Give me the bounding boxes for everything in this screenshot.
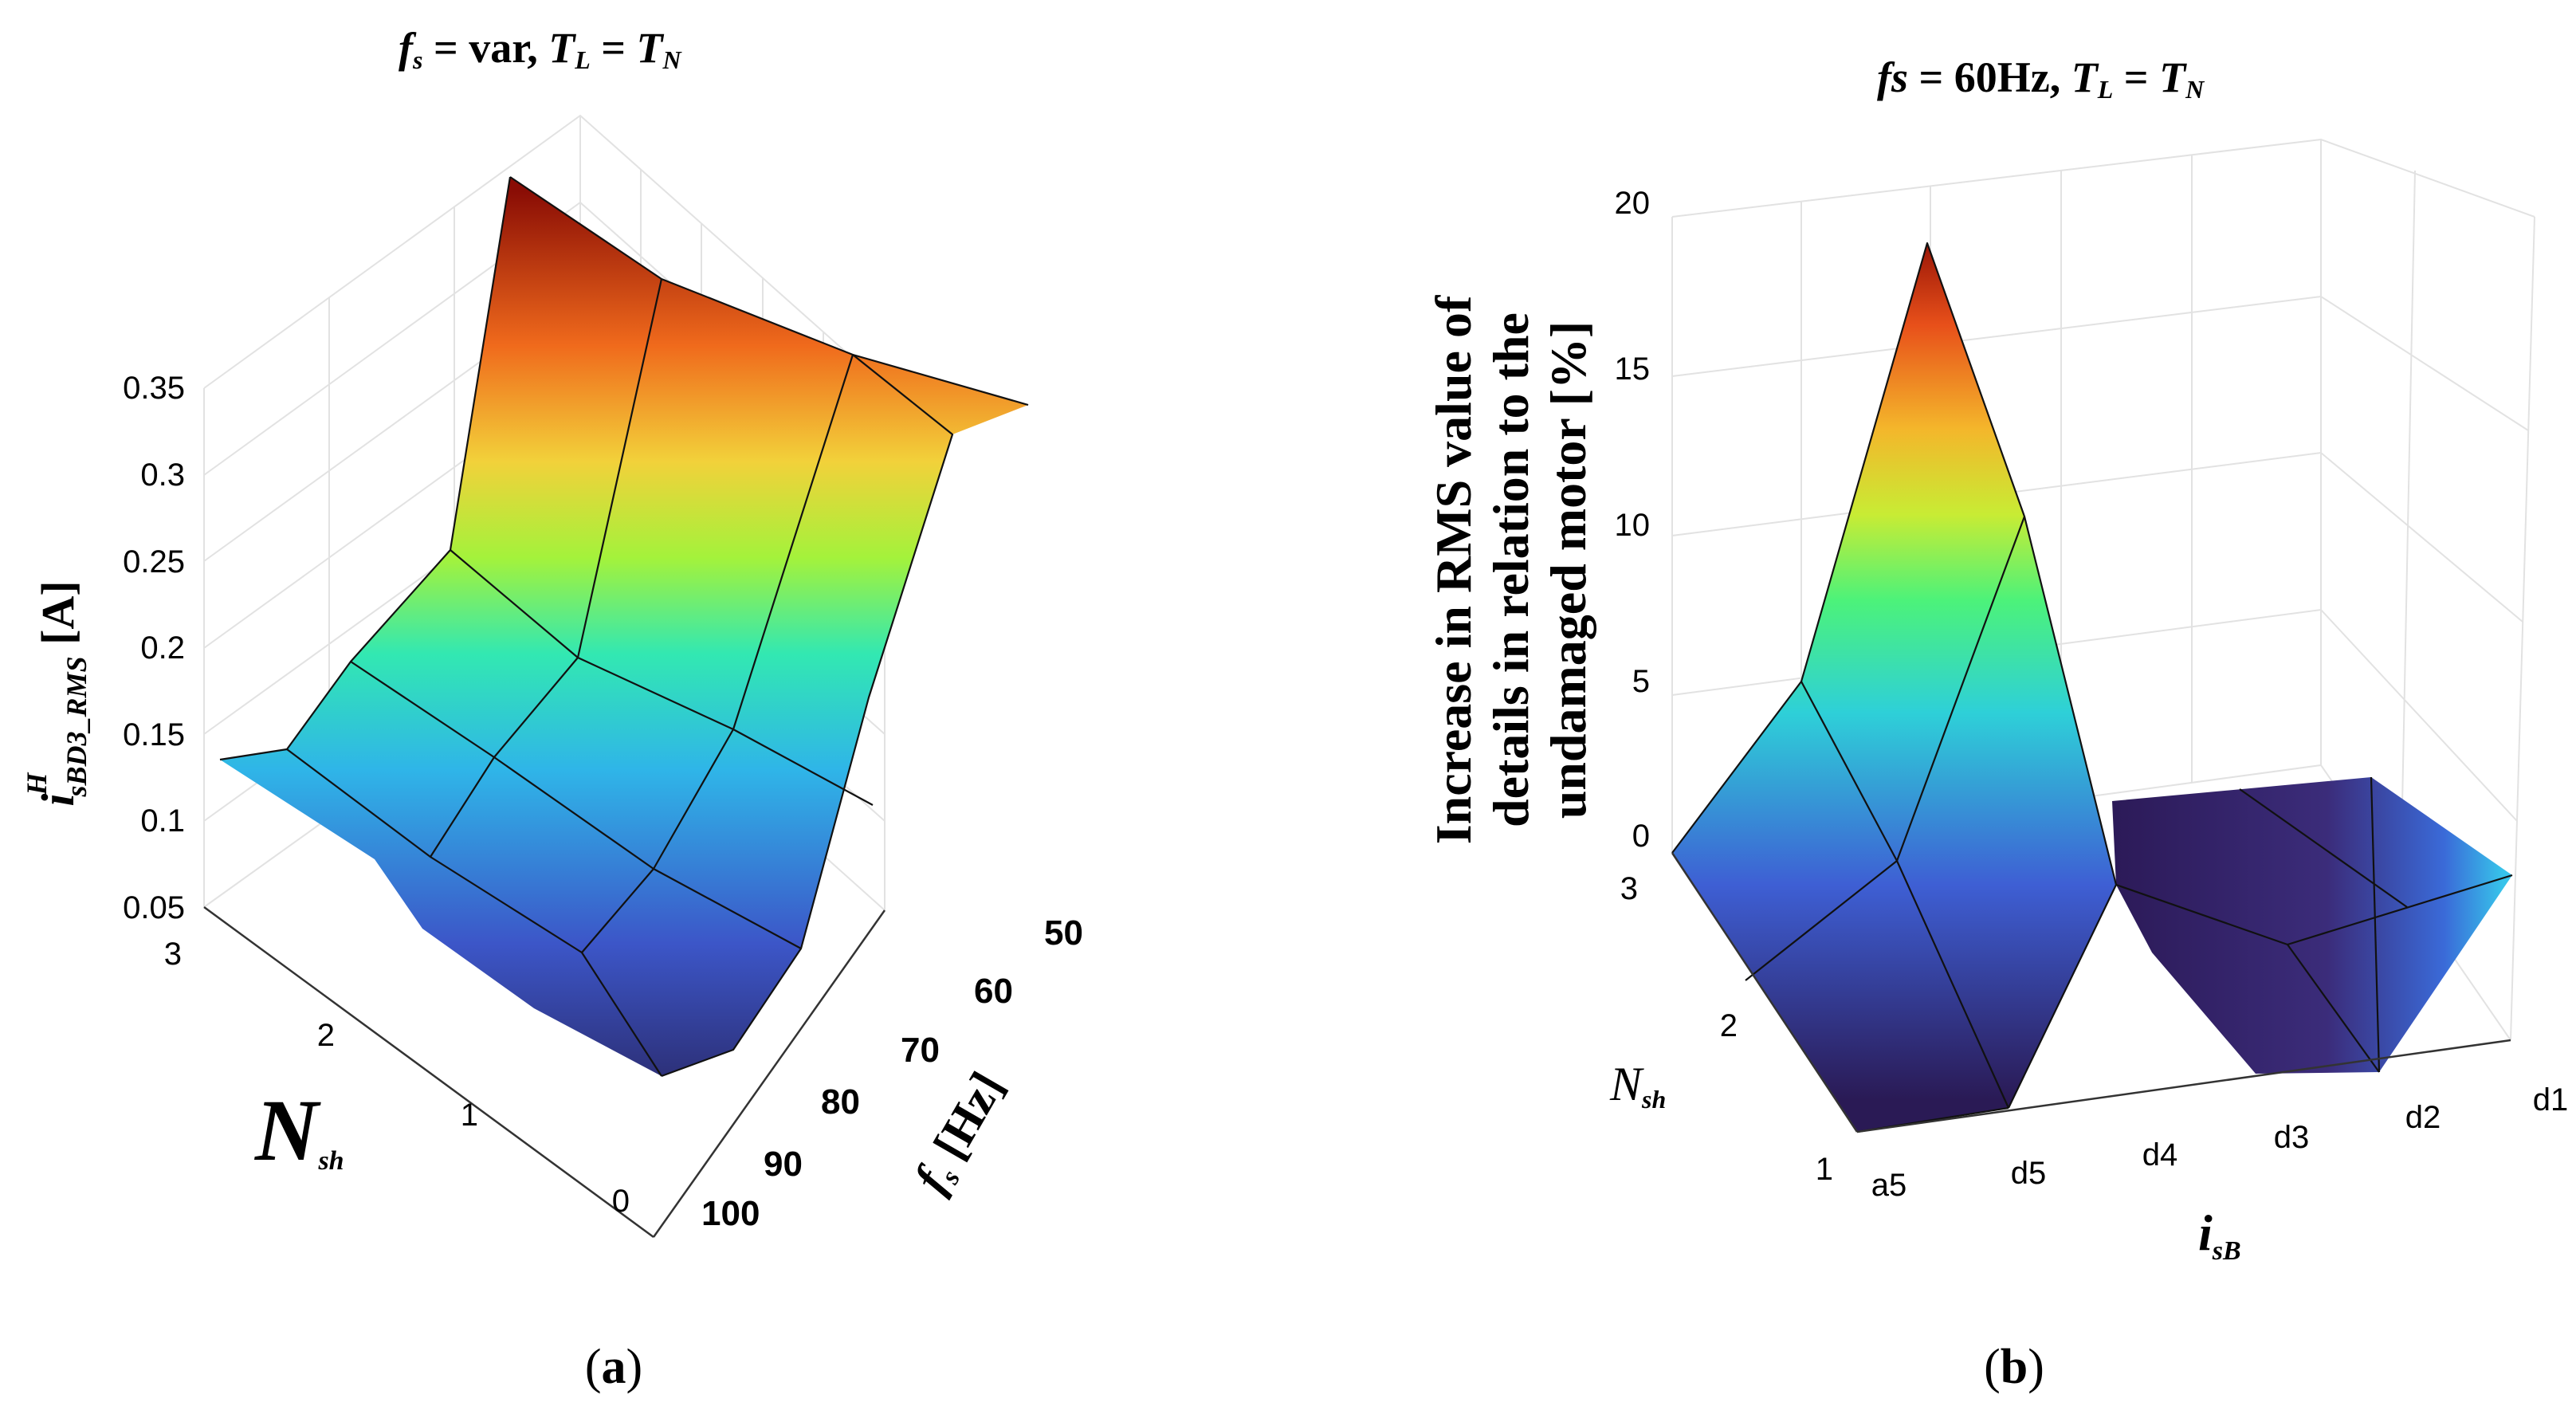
z-tick-a-7: 0.35: [123, 371, 185, 406]
x-tick-b-1: a5: [1871, 1168, 1907, 1203]
y-tick-a-3: 1: [461, 1098, 478, 1133]
y-tick-b-2: 2: [1720, 1008, 1738, 1043]
ylabel-a: Nsh: [253, 1082, 344, 1179]
xlabel-a: fs [Hz]: [904, 1063, 1017, 1203]
x-tick-a-4: 80: [821, 1082, 860, 1121]
ylabel-b: Nsh: [1609, 1058, 1666, 1114]
x-tick-b-4: d3: [2274, 1120, 2310, 1155]
zlabel-b-line-1: Increase in RMS value of: [1425, 295, 1482, 844]
surface-a-mesh: [219, 176, 1029, 1078]
x-tick-a-3: 70: [901, 1031, 940, 1070]
surface-a-fill: [220, 177, 1028, 1076]
z-tick-b-1: 0: [1632, 819, 1650, 854]
panel-a-axes: 0.05 0.1 0.15 0.2 0.25 0.3 0.35 3 2 1 0 …: [123, 371, 1083, 1239]
panel-a-surface: [219, 176, 1029, 1078]
y-tick-b-1: 3: [1620, 871, 1638, 906]
z-tick-a-3: 0.15: [123, 717, 185, 752]
x-tick-a-5: 90: [764, 1145, 803, 1184]
y-tick-a-2: 2: [317, 1018, 335, 1053]
z-tick-b-4: 15: [1615, 352, 1651, 387]
zlabel-b-line-3: undamaged motor [%]: [1540, 321, 1596, 819]
surface-b-mesh: [1671, 242, 2118, 1133]
x-ticks-a: 50 60 70 80 90 100: [701, 913, 1083, 1233]
y-tick-b-3: 1: [1816, 1152, 1833, 1187]
y-ticks-b: 3 2 1: [1620, 871, 1833, 1187]
x-tick-b-2: d5: [2011, 1156, 2047, 1191]
z-tick-a-5: 0.25: [123, 544, 185, 579]
surface-b-flat: [2112, 777, 2512, 1074]
z-ticks-a: 0.05 0.1 0.15 0.2 0.25 0.3 0.35: [123, 371, 185, 925]
x-tick-b-3: d4: [2142, 1137, 2178, 1173]
y-tick-a-4: 0: [612, 1184, 630, 1219]
x-tick-a-1: 50: [1044, 913, 1083, 953]
x-tick-a-6: 100: [701, 1194, 760, 1233]
x-tick-b-5: d2: [2405, 1100, 2441, 1135]
z-tick-a-1: 0.05: [123, 890, 185, 925]
z-ticks-b: 0 5 10 15 20: [1615, 186, 1651, 854]
panel-label-a: (a): [585, 1340, 642, 1394]
panel-b: 0 5 10 15 20 3 2 1 a5 d5 d4 d3 d2 d1 fs: [1425, 53, 2568, 1394]
surface-b-peak: [1672, 243, 2116, 1132]
z-tick-b-5: 20: [1615, 186, 1651, 221]
x-tick-a-2: 60: [974, 972, 1013, 1011]
z-tick-a-2: 0.1: [140, 803, 185, 839]
zlabel-a: iH sBD3_RMS [A]: [21, 580, 92, 806]
z-tick-a-6: 0.3: [140, 458, 185, 493]
z-tick-b-2: 5: [1632, 664, 1650, 699]
zlabel-b-line-2: details in relation to the: [1482, 312, 1539, 827]
zlabel-b: Increase in RMS value of details in rela…: [1425, 295, 1596, 844]
title-b: fs = 60Hz, TL = TN: [1877, 53, 2205, 104]
panel-b-surface: [1671, 242, 2513, 1133]
x-ticks-b: a5 d5 d4 d3 d2 d1: [1871, 1082, 2569, 1203]
panel-label-b: (b): [1984, 1340, 2044, 1394]
z-tick-a-4: 0.2: [140, 630, 185, 666]
xlabel-b: isB: [2198, 1204, 2241, 1266]
x-tick-b-6: d1: [2533, 1082, 2569, 1118]
title-a: fs = var, TL = TN: [399, 24, 683, 74]
y-tick-a-1: 3: [164, 937, 182, 972]
z-tick-b-3: 10: [1615, 508, 1651, 543]
panel-b-axes: 0 5 10 15 20 3 2 1 a5 d5 d4 d3 d2 d1: [1615, 186, 2569, 1203]
panel-a: 0.05 0.1 0.15 0.2 0.25 0.3 0.35 3 2 1 0 …: [21, 24, 1083, 1394]
y-ticks-a: 3 2 1 0: [164, 937, 630, 1219]
